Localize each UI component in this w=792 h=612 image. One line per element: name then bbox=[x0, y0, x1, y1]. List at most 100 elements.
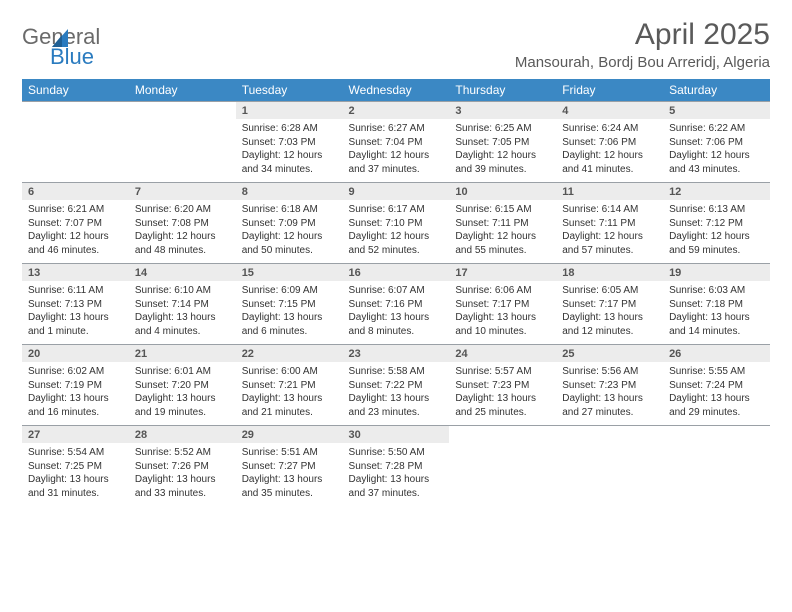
sunset-text: Sunset: 7:08 PM bbox=[135, 217, 230, 231]
day-content-row: Sunrise: 6:11 AMSunset: 7:13 PMDaylight:… bbox=[22, 281, 770, 345]
day-number: 5 bbox=[669, 105, 675, 117]
day-number: 11 bbox=[562, 186, 574, 198]
page-header: General Blue April 2025 Mansourah, Bordj… bbox=[22, 18, 770, 71]
day-number: 9 bbox=[349, 186, 355, 198]
sunset-text: Sunset: 7:10 PM bbox=[349, 217, 444, 231]
day-number: 30 bbox=[349, 429, 361, 441]
day-number-cell: 25 bbox=[556, 345, 663, 363]
daylight-text: Daylight: 13 hours and 19 minutes. bbox=[135, 392, 230, 419]
sunrise-text: Sunrise: 6:06 AM bbox=[455, 284, 550, 298]
daylight-text: Daylight: 13 hours and 10 minutes. bbox=[455, 311, 550, 338]
day-number-row: 6789101112 bbox=[22, 183, 770, 201]
day-number: 27 bbox=[28, 429, 40, 441]
day-number-cell: 21 bbox=[129, 345, 236, 363]
daylight-text: Daylight: 13 hours and 31 minutes. bbox=[28, 473, 123, 500]
daylight-text: Daylight: 13 hours and 29 minutes. bbox=[669, 392, 764, 419]
day-number-row: 20212223242526 bbox=[22, 345, 770, 363]
day-content-cell: Sunrise: 6:01 AMSunset: 7:20 PMDaylight:… bbox=[129, 362, 236, 426]
day-number: 18 bbox=[562, 267, 574, 279]
day-number-cell: 14 bbox=[129, 264, 236, 282]
sunset-text: Sunset: 7:03 PM bbox=[242, 136, 337, 150]
sunset-text: Sunset: 7:14 PM bbox=[135, 298, 230, 312]
daylight-text: Daylight: 12 hours and 43 minutes. bbox=[669, 149, 764, 176]
daylight-text: Daylight: 12 hours and 39 minutes. bbox=[455, 149, 550, 176]
day-number: 15 bbox=[242, 267, 254, 279]
weekday-header-row: Sunday Monday Tuesday Wednesday Thursday… bbox=[22, 79, 770, 102]
daylight-text: Daylight: 13 hours and 8 minutes. bbox=[349, 311, 444, 338]
day-number-cell: 1 bbox=[236, 102, 343, 120]
day-number: 4 bbox=[562, 105, 568, 117]
day-number: 16 bbox=[349, 267, 361, 279]
day-number-cell: 27 bbox=[22, 426, 129, 444]
sunset-text: Sunset: 7:11 PM bbox=[562, 217, 657, 231]
day-number: 22 bbox=[242, 348, 254, 360]
day-content-cell: Sunrise: 6:17 AMSunset: 7:10 PMDaylight:… bbox=[343, 200, 450, 264]
sunrise-text: Sunrise: 5:52 AM bbox=[135, 446, 230, 460]
sunrise-text: Sunrise: 6:27 AM bbox=[349, 122, 444, 136]
daylight-text: Daylight: 12 hours and 50 minutes. bbox=[242, 230, 337, 257]
sunrise-text: Sunrise: 5:51 AM bbox=[242, 446, 337, 460]
day-number-cell: 9 bbox=[343, 183, 450, 201]
day-number-cell: 28 bbox=[129, 426, 236, 444]
day-number: 23 bbox=[349, 348, 361, 360]
sunrise-text: Sunrise: 6:03 AM bbox=[669, 284, 764, 298]
day-number: 20 bbox=[28, 348, 40, 360]
daylight-text: Daylight: 13 hours and 6 minutes. bbox=[242, 311, 337, 338]
weekday-header: Friday bbox=[556, 79, 663, 102]
sunrise-text: Sunrise: 6:24 AM bbox=[562, 122, 657, 136]
day-content-cell: Sunrise: 6:09 AMSunset: 7:15 PMDaylight:… bbox=[236, 281, 343, 345]
day-number-cell bbox=[22, 102, 129, 120]
sunrise-text: Sunrise: 6:01 AM bbox=[135, 365, 230, 379]
day-content-cell bbox=[449, 443, 556, 506]
sunrise-text: Sunrise: 6:22 AM bbox=[669, 122, 764, 136]
day-number: 29 bbox=[242, 429, 254, 441]
sunset-text: Sunset: 7:21 PM bbox=[242, 379, 337, 393]
day-content-cell: Sunrise: 5:55 AMSunset: 7:24 PMDaylight:… bbox=[663, 362, 770, 426]
weekday-header: Saturday bbox=[663, 79, 770, 102]
sunrise-text: Sunrise: 6:25 AM bbox=[455, 122, 550, 136]
sunset-text: Sunset: 7:16 PM bbox=[349, 298, 444, 312]
day-number-cell: 3 bbox=[449, 102, 556, 120]
sunset-text: Sunset: 7:20 PM bbox=[135, 379, 230, 393]
sunrise-text: Sunrise: 6:17 AM bbox=[349, 203, 444, 217]
sunrise-text: Sunrise: 6:14 AM bbox=[562, 203, 657, 217]
day-number: 12 bbox=[669, 186, 681, 198]
day-number: 28 bbox=[135, 429, 147, 441]
day-content-cell: Sunrise: 5:57 AMSunset: 7:23 PMDaylight:… bbox=[449, 362, 556, 426]
day-number: 10 bbox=[455, 186, 467, 198]
sunset-text: Sunset: 7:17 PM bbox=[455, 298, 550, 312]
sunset-text: Sunset: 7:06 PM bbox=[669, 136, 764, 150]
location: Mansourah, Bordj Bou Arreridj, Algeria bbox=[515, 54, 770, 71]
day-number-cell: 6 bbox=[22, 183, 129, 201]
day-content-row: Sunrise: 6:21 AMSunset: 7:07 PMDaylight:… bbox=[22, 200, 770, 264]
day-content-cell: Sunrise: 6:11 AMSunset: 7:13 PMDaylight:… bbox=[22, 281, 129, 345]
daylight-text: Daylight: 12 hours and 59 minutes. bbox=[669, 230, 764, 257]
day-content-cell: Sunrise: 6:22 AMSunset: 7:06 PMDaylight:… bbox=[663, 119, 770, 183]
sunrise-text: Sunrise: 6:10 AM bbox=[135, 284, 230, 298]
sunrise-text: Sunrise: 5:50 AM bbox=[349, 446, 444, 460]
sunrise-text: Sunrise: 6:20 AM bbox=[135, 203, 230, 217]
day-content-cell: Sunrise: 6:10 AMSunset: 7:14 PMDaylight:… bbox=[129, 281, 236, 345]
month-title: April 2025 bbox=[515, 18, 770, 52]
sunrise-text: Sunrise: 6:11 AM bbox=[28, 284, 123, 298]
weekday-header: Thursday bbox=[449, 79, 556, 102]
weekday-header: Monday bbox=[129, 79, 236, 102]
sunrise-text: Sunrise: 6:13 AM bbox=[669, 203, 764, 217]
sunrise-text: Sunrise: 5:55 AM bbox=[669, 365, 764, 379]
day-content-cell: Sunrise: 6:27 AMSunset: 7:04 PMDaylight:… bbox=[343, 119, 450, 183]
day-number-cell: 11 bbox=[556, 183, 663, 201]
day-content-cell: Sunrise: 6:07 AMSunset: 7:16 PMDaylight:… bbox=[343, 281, 450, 345]
daylight-text: Daylight: 12 hours and 41 minutes. bbox=[562, 149, 657, 176]
sunrise-text: Sunrise: 6:05 AM bbox=[562, 284, 657, 298]
sunrise-text: Sunrise: 6:09 AM bbox=[242, 284, 337, 298]
daylight-text: Daylight: 13 hours and 37 minutes. bbox=[349, 473, 444, 500]
day-content-cell: Sunrise: 6:06 AMSunset: 7:17 PMDaylight:… bbox=[449, 281, 556, 345]
day-number-cell: 18 bbox=[556, 264, 663, 282]
day-number: 19 bbox=[669, 267, 681, 279]
day-content-row: Sunrise: 6:28 AMSunset: 7:03 PMDaylight:… bbox=[22, 119, 770, 183]
day-number: 26 bbox=[669, 348, 681, 360]
day-number-cell: 7 bbox=[129, 183, 236, 201]
day-content-cell: Sunrise: 6:13 AMSunset: 7:12 PMDaylight:… bbox=[663, 200, 770, 264]
day-number-row: 12345 bbox=[22, 102, 770, 120]
daylight-text: Daylight: 13 hours and 23 minutes. bbox=[349, 392, 444, 419]
